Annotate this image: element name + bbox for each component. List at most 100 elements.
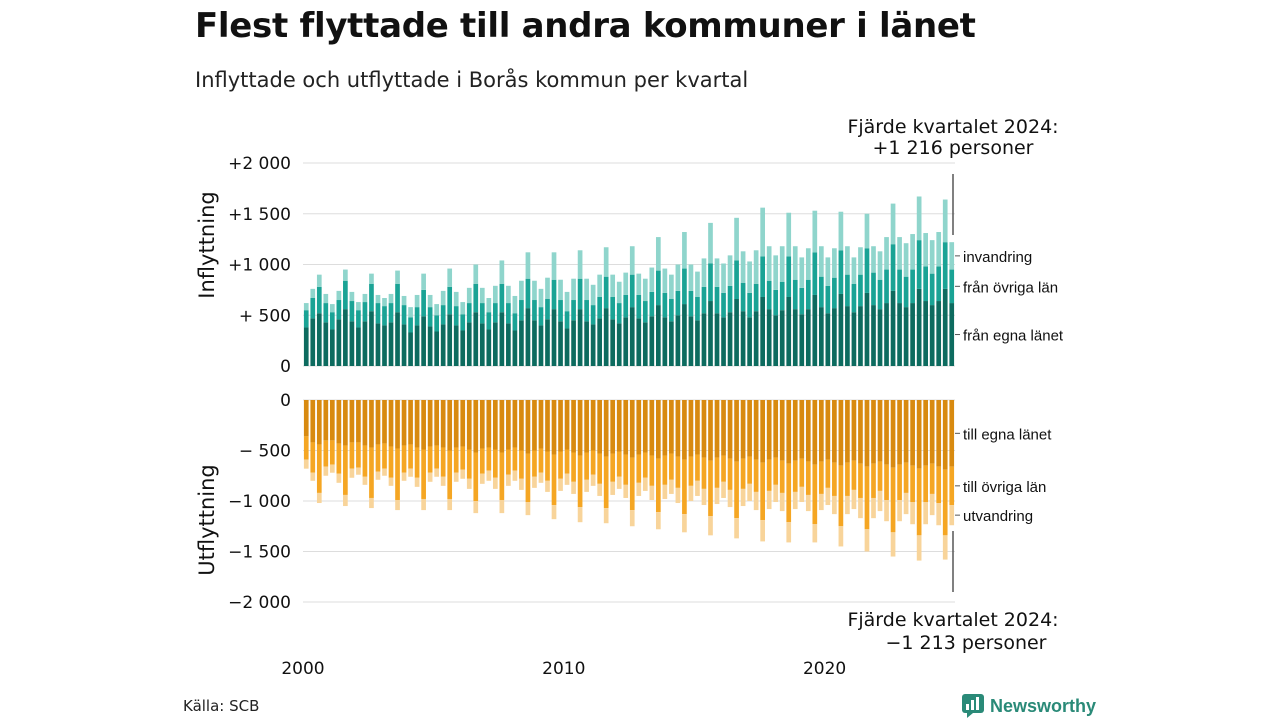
outflow-bar-segment (545, 400, 550, 452)
outflow-bar-segment (818, 493, 824, 511)
inflow-bar-segment (949, 303, 955, 366)
outflow-bar-segment (349, 400, 355, 443)
inflow-bar-segment (525, 278, 531, 309)
outflow-bar-segment (512, 400, 518, 448)
inflow-bar-segment (832, 248, 837, 278)
inflow-bar-segment (479, 287, 485, 304)
inflow-bar-segment (675, 264, 681, 291)
inflow-bar-segment (910, 269, 915, 304)
inflow-bar-segment (629, 274, 635, 308)
inflow-bar-segment (571, 320, 576, 366)
outflow-bar-segment (903, 492, 909, 515)
inflow-bar-segment (356, 302, 361, 311)
outflow-bar-segment (701, 400, 707, 458)
outflow-bar-segment (753, 491, 759, 511)
outflow-bar-segment (727, 400, 733, 459)
outflow-bar-segment (486, 447, 492, 471)
inflow-bar-segment (734, 299, 739, 366)
outflow-bar-segment (897, 464, 902, 500)
inflow-bar-segment (773, 255, 779, 290)
outflow-bar-segment (910, 465, 915, 503)
outflow-bar-segment (421, 400, 426, 450)
outflow-bar-segment (349, 442, 355, 469)
inflow-bar-segment (662, 268, 668, 293)
inflow-bar-segment (929, 273, 935, 306)
inflow-bar-segment (616, 281, 622, 304)
inflow-bar-segment (805, 309, 811, 366)
y-tick-label: −1 500 (228, 543, 291, 563)
outflow-bar-segment (721, 481, 726, 498)
inflow-bar-segment (336, 319, 342, 366)
inflow-bar-segment (584, 278, 589, 301)
inflow-bar-segment (923, 266, 928, 302)
chart-subtitle: Inflyttade och utflyttade i Borås kommun… (195, 68, 749, 92)
outflow-bar-segment (408, 400, 413, 445)
inflow-bar-segment (708, 222, 713, 264)
inflow-bar-segment (479, 303, 485, 324)
inflow-bar-segment (343, 269, 348, 281)
inflow-bar-segment (506, 303, 511, 324)
inflow-bar-segment (421, 289, 426, 317)
inflow-bar-segment (818, 246, 824, 277)
inflow-bar-segment (792, 279, 798, 310)
outflow-bar-segment (773, 484, 779, 503)
bottom-annotation-line2: −1 213 personer (886, 632, 1047, 654)
outflow-bar-segment (773, 457, 779, 485)
inflow-bar-segment (316, 286, 322, 314)
outflow-bar-segment (805, 461, 811, 495)
inflow-bar-segment (375, 303, 381, 324)
inflow-bar-segment (688, 316, 694, 366)
outflow-bar-segment (845, 495, 850, 515)
inflow-bar-segment (551, 279, 557, 310)
inflow-bar-segment (812, 294, 818, 366)
inflow-bar-segment (708, 301, 713, 366)
inflow-bar-segment (832, 277, 837, 309)
inflow-bar-segment (662, 317, 668, 366)
outflow-bar-segment (401, 445, 407, 473)
outflow-bar-segment (597, 453, 602, 484)
outflow-bar-segment (851, 489, 857, 510)
outflow-bar-segment (512, 470, 518, 481)
outflow-bar-segment (877, 461, 883, 491)
inflow-bar-segment (890, 244, 896, 291)
inflow-bar-segment (851, 312, 857, 366)
inflow-bar-segment (805, 248, 811, 280)
outflow-bar-segment (519, 478, 524, 490)
outflow-bar-segment (714, 400, 720, 458)
outflow-bar-segment (642, 452, 648, 478)
inflow-bar-segment (440, 324, 446, 366)
outflow-bar-segment (519, 450, 524, 479)
outflow-bar-segment (571, 452, 576, 482)
outflow-bar-segment (929, 463, 935, 494)
outflow-bar-segment (636, 400, 642, 455)
inflow-bar-segment (760, 296, 765, 366)
inflow-bar-segment (577, 250, 583, 279)
outflow-bar-segment (858, 497, 863, 519)
inflow-bar-segment (695, 271, 700, 297)
outflow-bar-segment (532, 476, 537, 488)
outflow-bar-segment (590, 474, 596, 486)
outflow-bar-segment (558, 400, 563, 452)
inflow-bar-segment (356, 310, 361, 328)
outflow-bar-segment (662, 400, 668, 456)
outflow-bar-segment (832, 400, 837, 463)
inflow-bar-segment (688, 290, 694, 317)
outflow-bar-segment (812, 400, 818, 465)
inflow-bar-segment (890, 203, 896, 245)
brand-logo[interactable]: Newsworthy (962, 693, 1096, 719)
inflow-bar-segment (427, 326, 433, 367)
inflow-bar-segment (636, 273, 642, 295)
outflow-bar-segment (492, 477, 498, 489)
inflow-bar-segment (688, 264, 694, 291)
inflow-bar-segment (799, 257, 805, 288)
outflow-bar-segment (603, 400, 609, 457)
outflow-bar-segment (590, 450, 596, 475)
inflow-bar-segment (519, 280, 524, 301)
inflow-bar-segment (519, 300, 524, 321)
outflow-bar-segment (818, 461, 824, 494)
outflow-bar-segment (479, 448, 485, 474)
outflow-bar-segment (877, 490, 883, 512)
inflow-bar-segment (818, 276, 824, 308)
inflow-bar-segment (916, 240, 922, 289)
inflow-bar-segment (532, 280, 537, 301)
